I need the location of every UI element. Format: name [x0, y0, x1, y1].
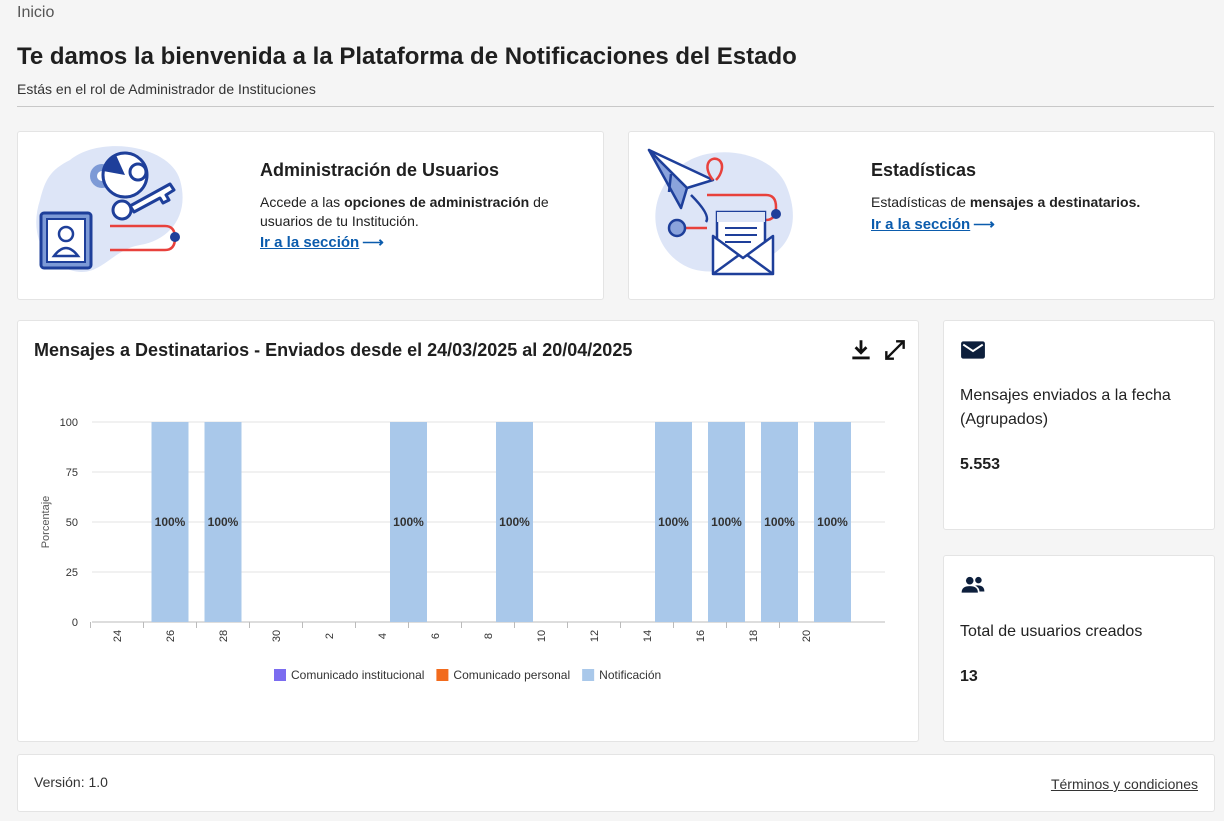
stats-card-desc-text: Estadísticas de	[871, 194, 970, 210]
legend-swatch	[436, 669, 449, 681]
stats-section-link-label[interactable]: Ir a la sección	[871, 216, 971, 233]
data-label: 100%	[817, 515, 848, 529]
terms-link[interactable]: Términos y condiciones	[1050, 776, 1198, 792]
users-created-stat-card: Total de usuarios creados 13	[943, 555, 1215, 742]
users-created-label: Total de usuarios creados	[960, 623, 1143, 640]
arrow-right-icon: ⟶	[362, 234, 384, 251]
x-tick-label: 24	[112, 630, 124, 642]
users-card-desc-text: Accede a las	[260, 194, 345, 210]
bar-chart: 0 25 50 75 100 Porcentaje 100% 100% 100% 100% 100%…	[40, 417, 885, 682]
arrow-right-icon: ⟶	[973, 216, 995, 233]
x-tick-label: 28	[218, 630, 230, 642]
x-tick-label: 26	[165, 630, 177, 642]
users-card-desc-text-end: de usuarios de tu Institución.	[260, 194, 549, 229]
users-created-value: 13	[960, 668, 978, 685]
stats-section-link[interactable]: Ir a la sección ⟶	[871, 215, 995, 233]
stats-card-title: Estadísticas	[871, 160, 977, 180]
breadcrumb[interactable]: Inicio	[17, 4, 55, 21]
expand-icon[interactable]	[882, 337, 908, 363]
users-card-description: Accede a las opciones de administración …	[260, 193, 560, 231]
version-text: Versión: 1.0	[34, 774, 108, 790]
users-card-desc-bold: opciones de administración	[344, 194, 530, 210]
data-label: 100%	[155, 515, 186, 529]
bar	[151, 422, 189, 622]
x-tick-label: 14	[642, 630, 654, 642]
users-section-link-label[interactable]: Ir a la sección	[260, 234, 360, 251]
y-tick-label: 50	[66, 517, 78, 529]
bar	[390, 422, 427, 622]
statistics-illustration	[647, 148, 793, 276]
x-tick-label: 8	[483, 633, 495, 639]
data-label: 100%	[499, 515, 530, 529]
footer: Versión: 1.0 Términos y condiciones	[17, 754, 1215, 812]
users-admin-illustration	[36, 146, 183, 273]
role-subtitle: Estás en el rol de Administrador de Inst…	[17, 81, 316, 97]
bar	[761, 422, 798, 622]
download-icon[interactable]	[848, 337, 874, 363]
bar	[496, 422, 533, 622]
users-section-link[interactable]: Ir a la sección ⟶	[260, 233, 384, 251]
x-tick-label: 12	[589, 630, 601, 642]
y-tick-label: 25	[66, 567, 78, 579]
bar	[204, 422, 242, 622]
x-tick-label: 4	[377, 633, 389, 639]
legend-swatch	[582, 669, 595, 681]
legend-label: Notificación	[599, 668, 661, 682]
legend-swatch	[274, 669, 286, 681]
messages-sent-label: Mensajes enviados a la fecha (Agrupados)	[960, 387, 1171, 428]
y-tick-label: 0	[72, 617, 78, 629]
mail-icon	[961, 341, 985, 359]
people-icon	[961, 576, 985, 593]
bar	[814, 422, 851, 622]
x-tick-label: 2	[324, 633, 336, 639]
stats-card-description: Estadísticas de mensajes a destinatarios…	[871, 193, 1181, 212]
bar	[655, 422, 692, 622]
data-label: 100%	[764, 515, 795, 529]
page-title: Te damos la bienvenida a la Plataforma d…	[17, 43, 797, 70]
users-admin-card: Administración de Usuarios Accede a las …	[17, 131, 604, 300]
legend-label: Comunicado personal	[453, 668, 570, 682]
bar	[708, 422, 745, 622]
x-tick-label: 16	[695, 630, 707, 642]
messages-chart-card: Mensajes a Destinatarios - Enviados desd…	[17, 320, 919, 742]
x-tick-label: 6	[430, 633, 442, 639]
x-tick-label: 10	[536, 630, 548, 642]
stats-card-desc-bold: mensajes a destinatarios.	[969, 194, 1141, 210]
x-tick-label: 20	[801, 630, 813, 642]
header-divider	[17, 106, 1214, 107]
legend-label: Comunicado institucional	[291, 668, 424, 682]
data-label: 100%	[208, 515, 239, 529]
data-label: 100%	[711, 515, 742, 529]
messages-sent-stat-card: Mensajes enviados a la fecha (Agrupados)…	[943, 320, 1215, 530]
x-tick-label: 30	[271, 630, 283, 642]
data-label: 100%	[658, 515, 689, 529]
x-tick-label: 18	[748, 630, 760, 642]
chart-title: Mensajes a Destinatarios - Enviados desd…	[34, 340, 633, 360]
data-label: 100%	[393, 515, 424, 529]
messages-sent-value: 5.553	[960, 456, 1001, 473]
statistics-card: Estadísticas Estadísticas de mensajes a …	[628, 131, 1215, 300]
y-tick-label: 100	[60, 417, 78, 429]
y-axis-label: Porcentaje	[40, 496, 52, 549]
users-card-title: Administración de Usuarios	[260, 160, 500, 180]
y-tick-label: 75	[66, 467, 78, 479]
